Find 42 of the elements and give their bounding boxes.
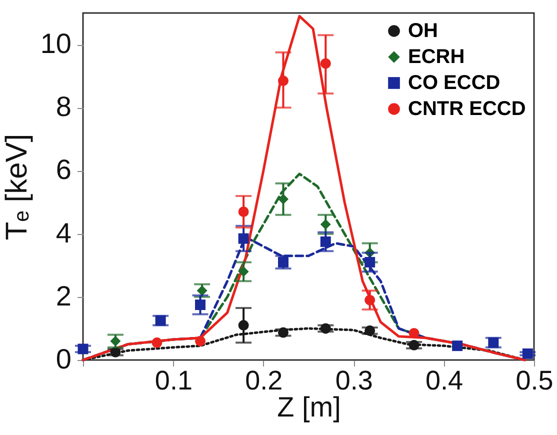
point <box>320 219 331 230</box>
point <box>278 76 288 86</box>
point <box>238 320 249 331</box>
point <box>110 336 121 346</box>
point <box>238 206 249 217</box>
x-tick-label: 0.1 <box>154 366 192 396</box>
point <box>238 266 249 277</box>
legend-label: CNTR ECCD <box>408 98 526 120</box>
y-axis-title: Tₑ [keV] <box>0 134 34 240</box>
legend-label: ECRH <box>408 46 465 68</box>
point <box>364 256 376 268</box>
point <box>408 328 420 338</box>
point <box>320 323 331 334</box>
point <box>488 337 499 348</box>
point <box>278 256 288 268</box>
point <box>408 340 420 350</box>
point <box>452 340 463 352</box>
point <box>320 236 331 247</box>
point <box>195 300 206 310</box>
legend-label: OH <box>408 20 438 42</box>
point <box>238 233 249 244</box>
point <box>522 348 533 359</box>
point <box>278 194 288 204</box>
x-tick-label: 0.4 <box>426 366 464 396</box>
point <box>278 327 288 338</box>
point <box>78 344 88 354</box>
legend-label: CO ECCD <box>408 72 500 94</box>
point <box>364 325 376 336</box>
y-tick-label: 10 <box>40 28 72 60</box>
point <box>320 58 331 69</box>
y-tick-label: 8 <box>56 91 72 122</box>
point <box>110 346 121 358</box>
y-tick-label: 4 <box>56 217 72 248</box>
point <box>364 294 376 306</box>
y-tick-label: 0 <box>56 344 72 374</box>
point <box>196 285 208 296</box>
point <box>195 336 206 346</box>
y-tick-label: 2 <box>56 280 72 312</box>
y-tick-label: 6 <box>56 154 72 186</box>
x-tick-label: 0.5 <box>516 366 554 396</box>
point <box>152 337 162 348</box>
point <box>155 315 166 326</box>
